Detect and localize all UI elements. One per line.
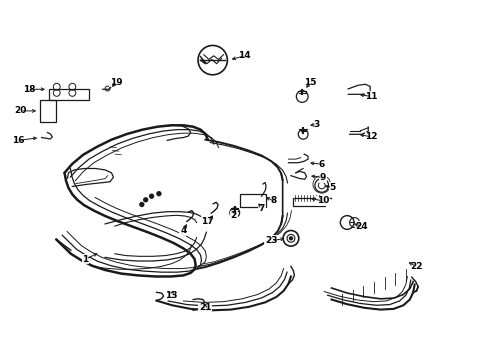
Text: 22: 22 xyxy=(409,262,422,271)
Text: 20: 20 xyxy=(14,107,27,115)
Text: 4: 4 xyxy=(180,226,186,235)
Text: 9: 9 xyxy=(319,173,325,182)
Text: 13: 13 xyxy=(164,291,177,300)
Text: 2: 2 xyxy=(230,211,236,220)
Circle shape xyxy=(289,237,292,240)
Text: 15: 15 xyxy=(304,78,316,87)
Text: 18: 18 xyxy=(23,85,36,94)
Text: 24: 24 xyxy=(355,221,367,230)
Text: 19: 19 xyxy=(110,77,122,86)
Text: 7: 7 xyxy=(258,203,264,212)
Text: 5: 5 xyxy=(329,183,335,192)
Circle shape xyxy=(140,203,143,206)
Text: 11: 11 xyxy=(365,92,377,101)
Circle shape xyxy=(157,192,161,195)
Circle shape xyxy=(149,194,153,198)
Text: 3: 3 xyxy=(313,120,319,129)
Text: 23: 23 xyxy=(264,236,277,245)
Text: 14: 14 xyxy=(238,51,250,60)
Text: 16: 16 xyxy=(12,136,25,145)
Text: 8: 8 xyxy=(270,197,276,205)
Text: 21: 21 xyxy=(199,303,211,312)
Text: 10: 10 xyxy=(316,197,328,205)
Text: 1: 1 xyxy=(82,255,88,264)
Text: 17: 17 xyxy=(201,217,214,226)
Circle shape xyxy=(143,198,147,202)
Text: 12: 12 xyxy=(365,132,377,141)
Text: 6: 6 xyxy=(318,159,324,168)
